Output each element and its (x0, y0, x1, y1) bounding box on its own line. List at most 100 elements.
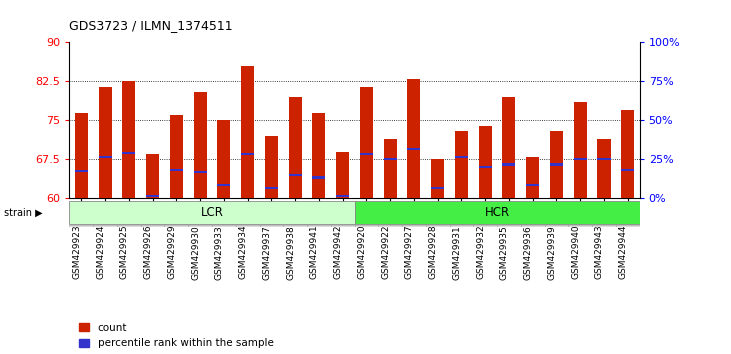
Bar (69, 225, 94, 227)
Bar (360, 87, 373, 198)
Text: GSM429941: GSM429941 (310, 225, 319, 279)
Text: GSM429928: GSM429928 (428, 225, 438, 279)
Bar (574, 158, 587, 160)
Text: LCR: LCR (200, 206, 224, 219)
Text: GSM429937: GSM429937 (262, 225, 271, 280)
Bar (69, 201, 355, 224)
Bar (450, 225, 473, 227)
Bar (379, 225, 402, 227)
Text: GDS3723 / ILMN_1374511: GDS3723 / ILMN_1374511 (69, 19, 233, 32)
Bar (217, 120, 230, 198)
Text: GSM429927: GSM429927 (405, 225, 414, 279)
Bar (502, 164, 515, 166)
Bar (355, 225, 379, 227)
Bar (217, 184, 230, 186)
Text: GSM429932: GSM429932 (476, 225, 485, 279)
Bar (336, 195, 349, 197)
Bar (455, 131, 468, 198)
Bar (289, 174, 302, 176)
Text: GSM429936: GSM429936 (523, 225, 533, 280)
Bar (265, 187, 278, 189)
Bar (260, 225, 283, 227)
Text: GSM429942: GSM429942 (333, 225, 343, 279)
Text: GSM429931: GSM429931 (452, 225, 461, 280)
Bar (597, 138, 610, 198)
Text: HCR: HCR (485, 206, 510, 219)
Bar (569, 225, 592, 227)
Bar (289, 97, 302, 198)
Text: GSM429944: GSM429944 (618, 225, 628, 279)
Text: GSM429930: GSM429930 (191, 225, 200, 280)
Text: GSM429924: GSM429924 (96, 225, 105, 279)
Bar (283, 225, 307, 227)
Text: GSM429926: GSM429926 (143, 225, 153, 279)
Bar (189, 225, 212, 227)
Bar (497, 225, 520, 227)
Bar (597, 158, 610, 160)
Text: GSM429923: GSM429923 (72, 225, 81, 279)
Bar (407, 79, 420, 198)
Bar (265, 136, 278, 198)
Bar (545, 225, 569, 227)
Bar (520, 225, 545, 227)
Bar (241, 66, 254, 198)
Text: GSM429934: GSM429934 (238, 225, 248, 279)
Bar (479, 126, 492, 198)
Bar (312, 113, 325, 198)
Bar (146, 195, 159, 197)
Bar (99, 87, 112, 198)
Bar (212, 225, 235, 227)
Bar (146, 154, 159, 198)
Bar (431, 159, 444, 198)
Text: GSM429939: GSM429939 (548, 225, 556, 280)
Bar (526, 184, 539, 186)
Bar (384, 158, 397, 160)
Bar (360, 153, 373, 155)
Bar (170, 169, 183, 171)
Bar (241, 153, 254, 155)
Bar (550, 164, 563, 166)
Text: GSM429943: GSM429943 (595, 225, 604, 279)
Bar (621, 110, 635, 198)
Bar (75, 113, 88, 198)
Bar (194, 171, 207, 173)
Text: GSM429933: GSM429933 (215, 225, 224, 280)
Text: GSM429925: GSM429925 (120, 225, 129, 279)
Bar (621, 169, 635, 171)
Bar (616, 225, 640, 227)
Bar (384, 138, 397, 198)
Bar (526, 157, 539, 198)
Bar (122, 81, 135, 198)
Bar (355, 201, 640, 224)
Bar (455, 156, 468, 158)
Text: GSM429929: GSM429929 (167, 225, 176, 279)
Text: GSM429935: GSM429935 (500, 225, 509, 280)
Text: GSM429940: GSM429940 (571, 225, 580, 279)
Bar (402, 225, 425, 227)
Bar (592, 225, 616, 227)
Bar (574, 102, 587, 198)
Bar (407, 148, 420, 150)
Bar (550, 131, 563, 198)
Bar (307, 225, 330, 227)
Bar (75, 170, 88, 172)
Bar (194, 92, 207, 198)
Bar (170, 115, 183, 198)
Text: GSM429922: GSM429922 (381, 225, 390, 279)
Bar (502, 97, 515, 198)
Bar (99, 156, 112, 158)
Bar (425, 225, 450, 227)
Bar (336, 152, 349, 198)
Text: strain ▶: strain ▶ (4, 207, 42, 217)
Bar (431, 187, 444, 189)
Bar (479, 166, 492, 168)
Bar (474, 225, 497, 227)
Bar (122, 152, 135, 154)
Bar (117, 225, 140, 227)
Text: GSM429920: GSM429920 (357, 225, 366, 279)
Bar (312, 176, 325, 178)
Bar (235, 225, 260, 227)
Bar (164, 225, 189, 227)
Bar (94, 225, 117, 227)
Legend: count, percentile rank within the sample: count, percentile rank within the sample (75, 319, 278, 352)
